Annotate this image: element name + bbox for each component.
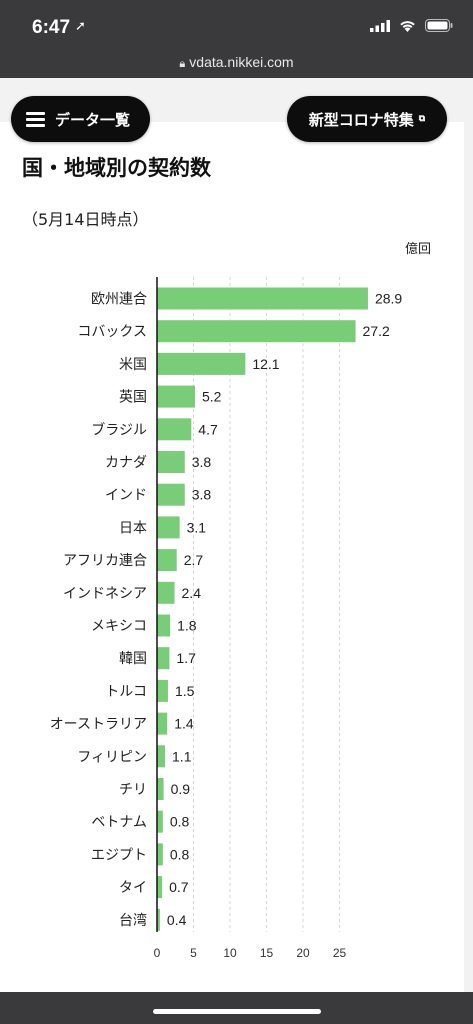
- value-label: 1.1: [172, 748, 192, 764]
- category-label: カナダ: [105, 455, 147, 471]
- category-label: ブラジル: [91, 421, 147, 438]
- bar: [157, 810, 163, 833]
- value-label: 3.8: [192, 487, 212, 503]
- browser-url-bar[interactable]: 🔒︎ vdata.nikkei.com: [0, 50, 473, 78]
- value-label: 0.8: [170, 846, 190, 862]
- bar: [157, 778, 164, 800]
- bar: [157, 451, 185, 473]
- status-bar: 6:47 ➚: [0, 0, 473, 50]
- value-label: 0.4: [167, 912, 187, 928]
- value-label: 0.8: [170, 814, 190, 830]
- bar: [157, 647, 170, 670]
- value-label: 2.7: [184, 552, 204, 568]
- category-label: 韓国: [119, 651, 147, 667]
- category-label: 英国: [119, 389, 147, 406]
- bar: [157, 287, 368, 310]
- covid-special-button[interactable]: 新型コロナ特集 ⧉: [287, 96, 447, 142]
- bar: [157, 614, 171, 637]
- category-label: インドネシア: [63, 586, 147, 602]
- value-label: 1.8: [177, 618, 197, 634]
- page-content: [0, 78, 473, 992]
- bar: [157, 745, 166, 768]
- value-label: 27.2: [363, 323, 390, 339]
- category-label: トルコ: [105, 684, 147, 700]
- cellular-signal-icon: [370, 19, 390, 32]
- chart-card: [0, 122, 464, 992]
- category-label: メキシコ: [91, 619, 147, 635]
- bar: [157, 516, 180, 539]
- bar: [157, 418, 192, 441]
- x-tick-label: 25: [333, 946, 347, 960]
- lock-icon: 🔒︎: [179, 58, 186, 70]
- category-label: ベトナム: [91, 815, 147, 831]
- category-label: 台湾: [119, 912, 147, 929]
- category-label: コバックス: [77, 324, 147, 340]
- home-indicator[interactable]: [153, 1009, 321, 1014]
- status-icons: [370, 19, 453, 32]
- covid-special-label: 新型コロナ特集: [308, 110, 414, 129]
- value-label: 2.4: [182, 585, 202, 601]
- wifi-icon: [400, 21, 415, 32]
- value-label: 1.7: [176, 650, 196, 666]
- bar: [157, 483, 185, 506]
- category-label: フィリピン: [77, 749, 147, 765]
- category-label: 欧州連合: [91, 292, 147, 308]
- bar: [157, 712, 168, 735]
- x-tick-label: 15: [260, 946, 274, 960]
- bar: [157, 843, 163, 866]
- category-label: アフリカ連合: [63, 553, 147, 569]
- data-list-label: データ一覧: [55, 110, 131, 129]
- value-label: 28.9: [375, 291, 402, 307]
- category-label: オーストラリア: [50, 717, 147, 733]
- value-label: 1.5: [175, 683, 195, 699]
- external-link-icon: ⧉: [418, 114, 426, 124]
- battery-icon: [425, 19, 453, 32]
- x-tick-label: 0: [154, 946, 161, 960]
- bar: [157, 908, 160, 931]
- bar: [157, 549, 177, 572]
- value-label: 0.9: [171, 781, 191, 797]
- unit-label: 億回: [405, 242, 432, 257]
- value-label: 3.1: [187, 519, 207, 535]
- category-label: 米国: [119, 357, 147, 373]
- bar: [157, 581, 175, 604]
- url-text: vdata.nikkei.com: [189, 54, 294, 70]
- bottom-bar: [0, 992, 473, 1024]
- value-label: 1.4: [174, 716, 194, 732]
- category-label: エジプト: [91, 847, 147, 863]
- value-label: 12.1: [252, 356, 279, 372]
- bar: [157, 679, 168, 702]
- x-tick-label: 20: [296, 946, 310, 960]
- category-label: タイ: [119, 880, 147, 896]
- chart-title: 国・地域別の契約数: [22, 156, 211, 180]
- value-label: 0.7: [169, 879, 189, 895]
- bar: [157, 352, 246, 375]
- menu-icon: [26, 112, 45, 127]
- category-label: インド: [105, 488, 147, 504]
- bar: [157, 876, 163, 899]
- x-tick-label: 10: [223, 946, 237, 960]
- bar: [157, 385, 195, 408]
- bar: [157, 320, 356, 343]
- value-label: 5.2: [202, 389, 222, 405]
- x-tick-label: 5: [190, 946, 197, 960]
- value-label: 4.7: [198, 421, 218, 437]
- category-label: 日本: [119, 520, 147, 536]
- chart-subtitle: （5月14日時点）: [22, 210, 149, 229]
- bar-chart: 0 5 10 15 20 25 欧州連合 28.9 コバックス 27.2 米国 12.1 英国 5.2 ブラ…: [50, 277, 402, 960]
- category-label: チリ: [119, 782, 147, 798]
- data-list-button[interactable]: データ一覧: [11, 96, 150, 142]
- location-arrow-icon: ➚: [75, 19, 86, 34]
- value-label: 3.8: [192, 454, 212, 470]
- status-time: 6:47: [32, 17, 71, 38]
